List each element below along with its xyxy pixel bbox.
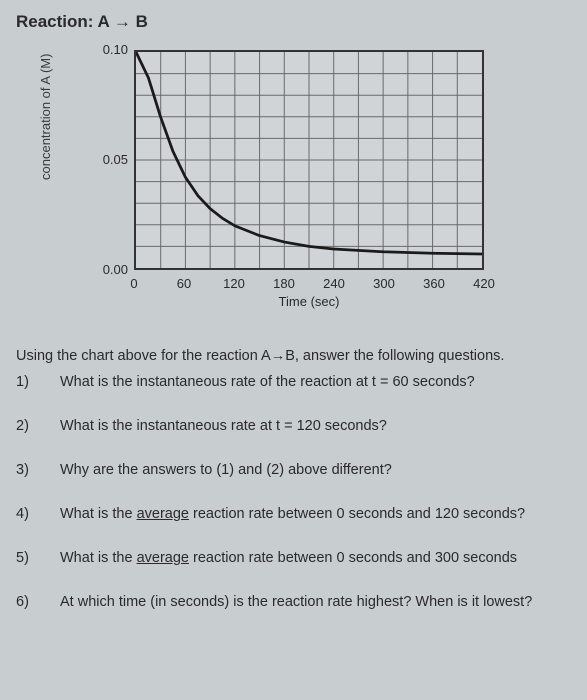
y-tick-label: 0.10 [88, 42, 128, 57]
question-text: Why are the answers to (1) and (2) above… [60, 462, 571, 478]
x-tick-label: 0 [119, 276, 149, 291]
question-number: 4) [16, 506, 60, 522]
x-tick-label: 180 [269, 276, 299, 291]
reaction-header: Reaction: A → B [16, 12, 571, 32]
question-row: 4)What is the average reaction rate betw… [16, 506, 571, 522]
x-tick-label: 60 [169, 276, 199, 291]
question-number: 1) [16, 374, 60, 390]
question-number: 3) [16, 462, 60, 478]
question-row: 3)Why are the answers to (1) and (2) abo… [16, 462, 571, 478]
y-tick-label: 0.05 [88, 152, 128, 167]
y-tick-label: 0.00 [88, 262, 128, 277]
question-row: 5)What is the average reaction rate betw… [16, 550, 571, 566]
question-row: 1)What is the instantaneous rate of the … [16, 374, 571, 390]
question-text: What is the average reaction rate betwee… [60, 506, 571, 522]
question-text: At which time (in seconds) is the reacti… [60, 594, 571, 610]
question-number: 2) [16, 418, 60, 434]
intro-text: Using the chart above for the reaction A… [16, 346, 571, 368]
y-axis-label: concentration of A (M) [38, 54, 53, 180]
x-tick-label: 120 [219, 276, 249, 291]
question-text: What is the instantaneous rate at t = 12… [60, 418, 571, 434]
x-tick-label: 240 [319, 276, 349, 291]
chart-area: concentration of A (M) 0.100.050.00 0601… [56, 40, 496, 320]
x-tick-label: 360 [419, 276, 449, 291]
chart-plot [134, 50, 484, 270]
question-number: 5) [16, 550, 60, 566]
question-row: 6)At which time (in seconds) is the reac… [16, 594, 571, 610]
x-axis-label: Time (sec) [134, 294, 484, 309]
question-number: 6) [16, 594, 60, 610]
x-tick-label: 300 [369, 276, 399, 291]
question-text: What is the instantaneous rate of the re… [60, 374, 571, 390]
x-tick-label: 420 [469, 276, 499, 291]
question-row: 2)What is the instantaneous rate at t = … [16, 418, 571, 434]
question-text: What is the average reaction rate betwee… [60, 550, 571, 566]
